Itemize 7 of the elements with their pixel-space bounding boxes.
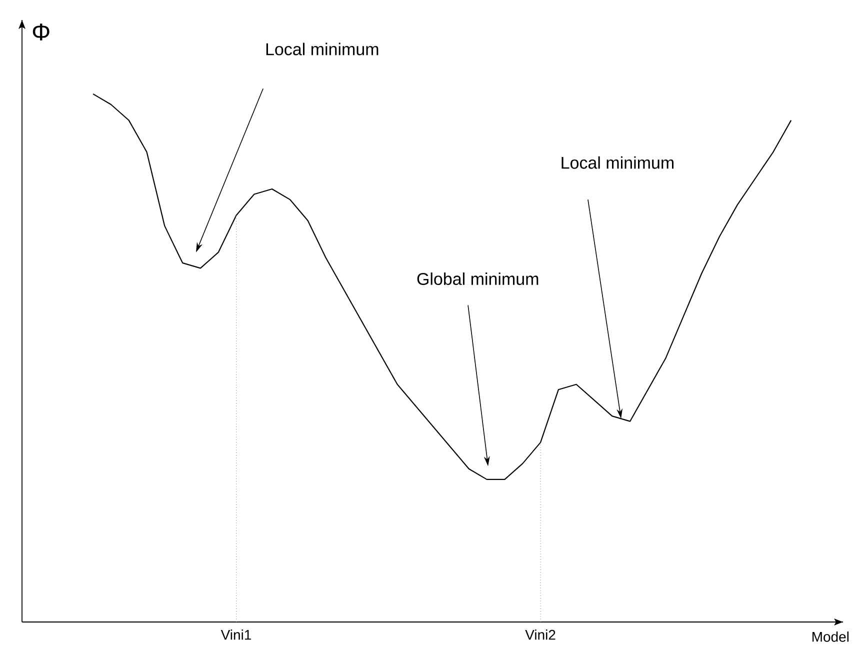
y-axis-title: Φ xyxy=(32,24,50,40)
x-axis-title: Model xyxy=(812,632,849,642)
x-tick-label: Vini1 xyxy=(220,630,251,640)
annotation: Local minimum xyxy=(562,156,674,169)
annotation: Global minimum xyxy=(417,272,538,285)
x-tick-label: Vini2 xyxy=(525,630,556,640)
text: Local minimum xyxy=(266,42,378,56)
